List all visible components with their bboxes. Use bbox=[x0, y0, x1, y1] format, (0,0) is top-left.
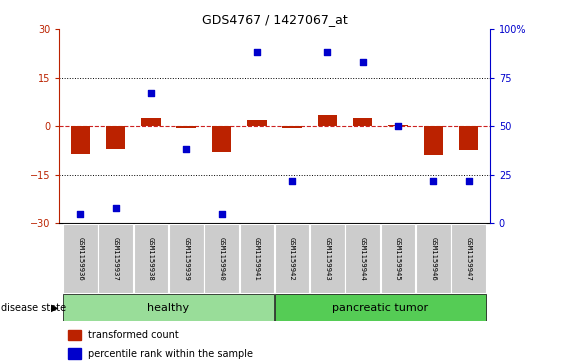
FancyBboxPatch shape bbox=[239, 224, 274, 293]
Bar bbox=[353, 118, 373, 126]
FancyBboxPatch shape bbox=[381, 224, 415, 293]
Bar bbox=[70, 126, 90, 154]
Bar bbox=[423, 126, 443, 155]
Bar bbox=[459, 126, 479, 150]
FancyBboxPatch shape bbox=[63, 224, 97, 293]
FancyBboxPatch shape bbox=[346, 224, 380, 293]
Text: healthy: healthy bbox=[148, 303, 190, 313]
Text: pancreatic tumor: pancreatic tumor bbox=[332, 303, 428, 313]
FancyBboxPatch shape bbox=[416, 224, 450, 293]
Text: GSM1159938: GSM1159938 bbox=[148, 237, 154, 281]
FancyBboxPatch shape bbox=[133, 224, 168, 293]
Point bbox=[394, 123, 403, 129]
Bar bbox=[141, 118, 160, 126]
Bar bbox=[68, 330, 81, 340]
Point bbox=[111, 205, 120, 211]
Bar bbox=[247, 120, 266, 126]
Text: GSM1159943: GSM1159943 bbox=[324, 237, 330, 281]
Text: GSM1159944: GSM1159944 bbox=[360, 237, 366, 281]
FancyBboxPatch shape bbox=[204, 224, 239, 293]
Text: GSM1159941: GSM1159941 bbox=[254, 237, 260, 281]
Text: ▶: ▶ bbox=[51, 303, 58, 313]
Point bbox=[358, 59, 367, 65]
FancyBboxPatch shape bbox=[452, 224, 486, 293]
Text: percentile rank within the sample: percentile rank within the sample bbox=[88, 348, 253, 359]
Bar bbox=[106, 126, 126, 149]
FancyBboxPatch shape bbox=[99, 224, 133, 293]
Text: GSM1159946: GSM1159946 bbox=[430, 237, 436, 281]
Point bbox=[182, 147, 191, 152]
Point bbox=[464, 178, 473, 183]
Point bbox=[288, 178, 297, 183]
Text: GSM1159939: GSM1159939 bbox=[183, 237, 189, 281]
FancyBboxPatch shape bbox=[63, 294, 274, 321]
Bar bbox=[283, 126, 302, 128]
Text: GSM1159940: GSM1159940 bbox=[218, 237, 225, 281]
Text: GSM1159937: GSM1159937 bbox=[113, 237, 119, 281]
Text: GSM1159942: GSM1159942 bbox=[289, 237, 295, 281]
Bar bbox=[388, 125, 408, 126]
Point bbox=[429, 178, 438, 183]
Point bbox=[323, 49, 332, 55]
Point bbox=[146, 90, 155, 96]
Bar bbox=[212, 126, 231, 152]
Text: GSM1159947: GSM1159947 bbox=[466, 237, 472, 281]
FancyBboxPatch shape bbox=[275, 294, 486, 321]
FancyBboxPatch shape bbox=[169, 224, 203, 293]
Title: GDS4767 / 1427067_at: GDS4767 / 1427067_at bbox=[202, 13, 347, 26]
Bar bbox=[318, 115, 337, 126]
Point bbox=[217, 211, 226, 216]
Text: GSM1159945: GSM1159945 bbox=[395, 237, 401, 281]
Text: GSM1159936: GSM1159936 bbox=[77, 237, 83, 281]
Bar bbox=[176, 126, 196, 128]
Text: disease state: disease state bbox=[1, 303, 66, 313]
FancyBboxPatch shape bbox=[310, 224, 345, 293]
Point bbox=[76, 211, 85, 216]
Text: transformed count: transformed count bbox=[88, 330, 179, 340]
Point bbox=[252, 49, 261, 55]
FancyBboxPatch shape bbox=[275, 224, 310, 293]
Bar bbox=[68, 348, 81, 359]
